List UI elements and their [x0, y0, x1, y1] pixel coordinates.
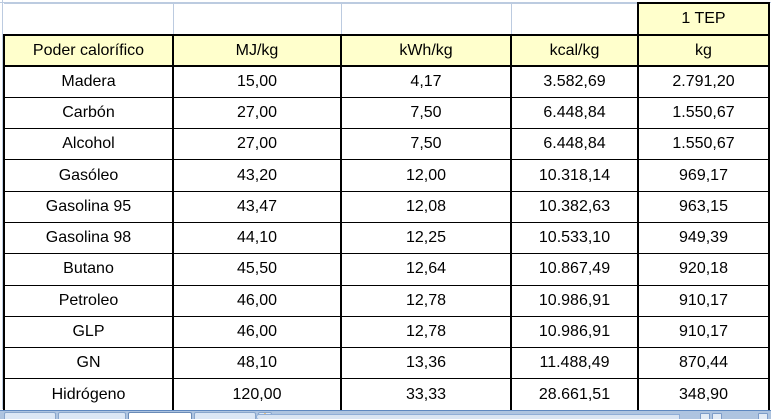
scrollbar-button[interactable] — [712, 413, 722, 419]
table-row: Hidrógeno 120,00 33,33 28.661,51 348,90 — [3, 378, 770, 411]
fuel-name-cell[interactable]: Alcohol — [3, 128, 174, 161]
value-cell[interactable]: 7,50 — [340, 128, 512, 161]
fuel-name-cell[interactable]: GN — [3, 347, 174, 380]
value-cell[interactable]: 12,25 — [340, 221, 512, 255]
value-cell[interactable]: 48,10 — [172, 347, 342, 380]
column-header-mj-kg[interactable]: MJ/kg — [172, 34, 342, 67]
value-cell[interactable]: 6.448,84 — [510, 128, 639, 161]
value-cell[interactable]: 27,00 — [172, 128, 342, 161]
horizontal-scrollbar-thumb[interactable] — [256, 414, 680, 419]
value-cell[interactable]: 10.986,91 — [510, 315, 639, 349]
value-cell[interactable]: 12,08 — [340, 190, 512, 223]
value-cell[interactable]: 44,10 — [172, 221, 342, 255]
empty-cell[interactable] — [511, 2, 639, 35]
table-row: Madera 15,00 4,17 3.582,69 2.791,20 — [3, 65, 770, 98]
empty-cell[interactable] — [341, 2, 512, 35]
value-cell[interactable]: 12,00 — [340, 159, 512, 192]
value-cell[interactable]: 11.488,49 — [510, 347, 639, 380]
fuel-name-cell[interactable]: Gasolina 95 — [3, 190, 174, 223]
value-cell[interactable]: 10.533,10 — [510, 221, 639, 255]
fuel-name-cell[interactable]: Madera — [3, 65, 174, 98]
value-cell[interactable]: 2.791,20 — [637, 65, 770, 98]
value-cell[interactable]: 12,64 — [340, 253, 512, 286]
value-cell[interactable]: 6.448,84 — [510, 96, 639, 130]
value-cell[interactable]: 15,00 — [172, 65, 342, 98]
sheet-tab[interactable] — [4, 412, 56, 419]
table-row: Petroleo 46,00 12,78 10.986,91 910,17 — [3, 284, 770, 317]
value-cell[interactable]: 46,00 — [172, 284, 342, 317]
column-header-kwh-kg[interactable]: kWh/kg — [340, 34, 512, 67]
fuel-name-cell[interactable]: Hidrógeno — [3, 378, 174, 411]
column-header-kg[interactable]: kg — [637, 34, 770, 67]
value-cell[interactable]: 10.867,49 — [510, 253, 639, 286]
value-cell[interactable]: 10.318,14 — [510, 159, 639, 192]
fuel-name-cell[interactable]: Petroleo — [3, 284, 174, 317]
value-cell[interactable]: 4,17 — [340, 65, 512, 98]
value-cell[interactable]: 969,17 — [637, 159, 770, 192]
table-row: Gasolina 98 44,10 12,25 10.533,10 949,39 — [3, 221, 770, 255]
value-cell[interactable]: 46,00 — [172, 315, 342, 349]
fuel-name-cell[interactable]: Butano — [3, 253, 174, 286]
value-cell[interactable]: 43,47 — [172, 190, 342, 223]
scrollbar-button[interactable] — [758, 413, 768, 419]
value-cell[interactable]: 910,17 — [637, 284, 770, 317]
value-cell[interactable]: 10.382,63 — [510, 190, 639, 223]
value-cell[interactable]: 1.550,67 — [637, 96, 770, 130]
calorific-value-table: 1 TEP Poder calorífico MJ/kg kWh/kg kcal… — [3, 2, 770, 411]
table-row: Carbón 27,00 7,50 6.448,84 1.550,67 — [3, 96, 770, 130]
value-cell[interactable]: 120,00 — [172, 378, 342, 411]
column-header-poder-calorifico[interactable]: Poder calorífico — [3, 34, 174, 67]
fuel-name-cell[interactable]: Gasóleo — [3, 159, 174, 192]
value-cell[interactable]: 870,44 — [637, 347, 770, 380]
value-cell[interactable]: 3.582,69 — [510, 65, 639, 98]
table-row: Butano 45,50 12,64 10.867,49 920,18 — [3, 253, 770, 286]
table-row: GN 48,10 13,36 11.488,49 870,44 — [3, 347, 770, 380]
table-header-row: Poder calorífico MJ/kg kWh/kg kcal/kg kg — [3, 34, 770, 67]
fuel-name-cell[interactable]: GLP — [3, 315, 174, 349]
table-row: Gasolina 95 43,47 12,08 10.382,63 963,15 — [3, 190, 770, 223]
value-cell[interactable]: 12,78 — [340, 315, 512, 349]
value-cell[interactable]: 45,50 — [172, 253, 342, 286]
value-cell[interactable]: 910,17 — [637, 315, 770, 349]
value-cell[interactable]: 963,15 — [637, 190, 770, 223]
scrollbar-button[interactable] — [700, 413, 710, 419]
value-cell[interactable]: 43,20 — [172, 159, 342, 192]
fuel-name-cell[interactable]: Carbón — [3, 96, 174, 130]
value-cell[interactable]: 348,90 — [637, 378, 770, 411]
sheet-tab-bar: ✱ — [0, 410, 771, 419]
value-cell[interactable]: 28.661,51 — [510, 378, 639, 411]
sheet-tab[interactable] — [58, 412, 126, 419]
value-cell[interactable]: 949,39 — [637, 221, 770, 255]
table-row: Gasóleo 43,20 12,00 10.318,14 969,17 — [3, 159, 770, 192]
empty-cell[interactable] — [173, 2, 342, 35]
fuel-name-cell[interactable]: Gasolina 98 — [3, 221, 174, 255]
table-row: GLP 46,00 12,78 10.986,91 910,17 — [3, 315, 770, 349]
value-cell[interactable]: 27,00 — [172, 96, 342, 130]
sheet-tabs: ✱ — [4, 412, 272, 419]
gridline-vertical — [2, 0, 3, 409]
tep-header-cell[interactable]: 1 TEP — [637, 2, 770, 36]
value-cell[interactable]: 12,78 — [340, 284, 512, 317]
sheet-tab-active[interactable] — [128, 412, 192, 419]
value-cell[interactable]: 1.550,67 — [637, 128, 770, 161]
value-cell[interactable]: 33,33 — [340, 378, 512, 411]
value-cell[interactable]: 7,50 — [340, 96, 512, 130]
value-cell[interactable]: 13,36 — [340, 347, 512, 380]
value-cell[interactable]: 10.986,91 — [510, 284, 639, 317]
value-cell[interactable]: 920,18 — [637, 253, 770, 286]
spacer-row: 1 TEP — [4, 2, 770, 36]
column-header-kcal-kg[interactable]: kcal/kg — [510, 34, 639, 67]
table-body: Madera 15,00 4,17 3.582,69 2.791,20 Carbón 27,… — [3, 65, 770, 411]
sheet-tab[interactable] — [194, 412, 256, 419]
empty-cell[interactable] — [4, 2, 174, 35]
table-row: Alcohol 27,00 7,50 6.448,84 1.550,67 — [3, 128, 770, 161]
